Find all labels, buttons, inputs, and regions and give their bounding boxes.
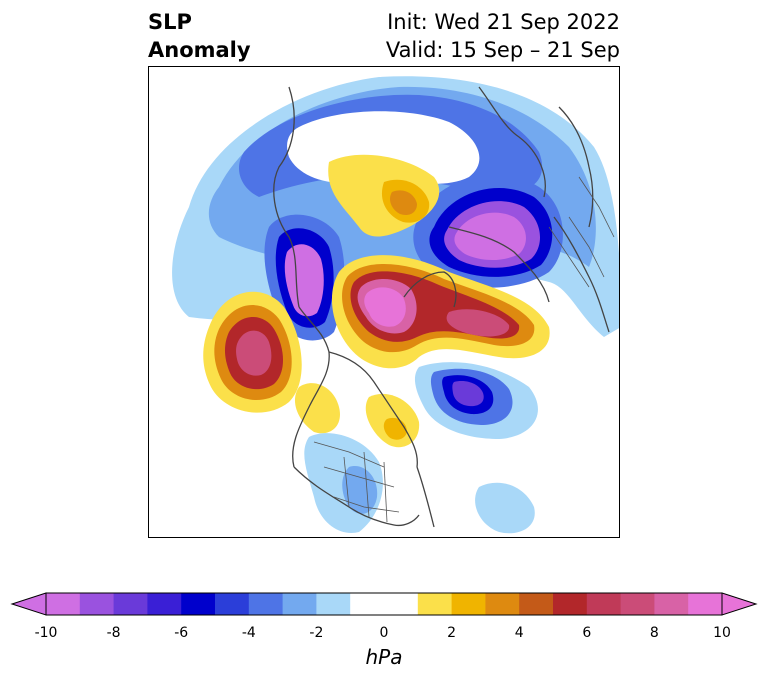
map-title: SLP Anomaly [148,8,251,64]
colorbar-segment [553,593,588,615]
colorbar-tick-label: 10 [713,625,731,641]
colorbar-segment [46,593,81,615]
colorbar-segment [316,593,351,615]
colorbar-segment [282,593,317,615]
title-line-anomaly: Anomaly [148,38,251,62]
colorbar-segment [451,593,486,615]
anomaly-region-kara-high-core [389,190,417,215]
title-line-slp: SLP [148,10,192,34]
colorbar-tick-label: 4 [514,625,524,641]
colorbar-segment [384,593,419,615]
colorbar-segment [215,593,250,615]
colorbar-segment [485,593,520,615]
colorbar-tick-label: -2 [309,625,324,641]
anomaly-region-bering-low-core [284,244,324,317]
colorbar-segment [519,593,554,615]
colorbar-segment [620,593,655,615]
anomaly-region-gulf-low [342,466,378,514]
colorbar-segment [248,593,284,615]
political-borders [313,176,615,523]
colorbar-segment [654,593,689,615]
colorbar-tick-label: 2 [447,625,457,641]
colorbar-tick-label: 8 [649,625,659,641]
colorbar-segment [113,593,148,615]
colorbar-tick-label: -4 [241,625,256,641]
colorbar-segment [586,593,622,615]
colorbar-tick-label: 6 [582,625,592,641]
colorbar-tick-label: 0 [379,625,389,641]
anomaly-region-east-siberian-high [446,309,510,337]
colorbar-tick-label: -10 [34,625,58,641]
anomaly-map [172,76,619,534]
colorbar-segment [350,593,385,615]
colorbar-extend-min [10,592,47,616]
colorbar-segment [79,593,115,615]
colorbar [10,592,758,616]
map-panel [148,66,620,538]
colorbar-segment [417,593,453,615]
colorbar-segment [181,593,216,615]
colorbar-extend-max [721,592,758,616]
valid-range: Valid: 15 Sep – 21 Sep [385,38,620,62]
map-dates: Init: Wed 21 Sep 2022 Valid: 15 Sep – 21… [386,8,620,64]
init-date: Init: Wed 21 Sep 2022 [387,10,620,34]
anomaly-region-atlantic-low [475,482,535,534]
colorbar-segment [688,593,723,615]
colorbar-unit: hPa [365,645,403,669]
colorbar-segment [147,593,182,615]
anomaly-region-pacific-high-core [236,330,272,376]
anomaly-region-arctic-high-core [364,287,406,327]
anomaly-region-greenland-low-core [452,381,484,407]
coastlines [273,86,610,528]
colorbar-tick-label: -8 [106,625,121,641]
colorbar-frame [45,592,723,616]
anomaly-region-west-us-high [294,383,340,434]
colorbar-tick-label: -6 [174,625,189,641]
